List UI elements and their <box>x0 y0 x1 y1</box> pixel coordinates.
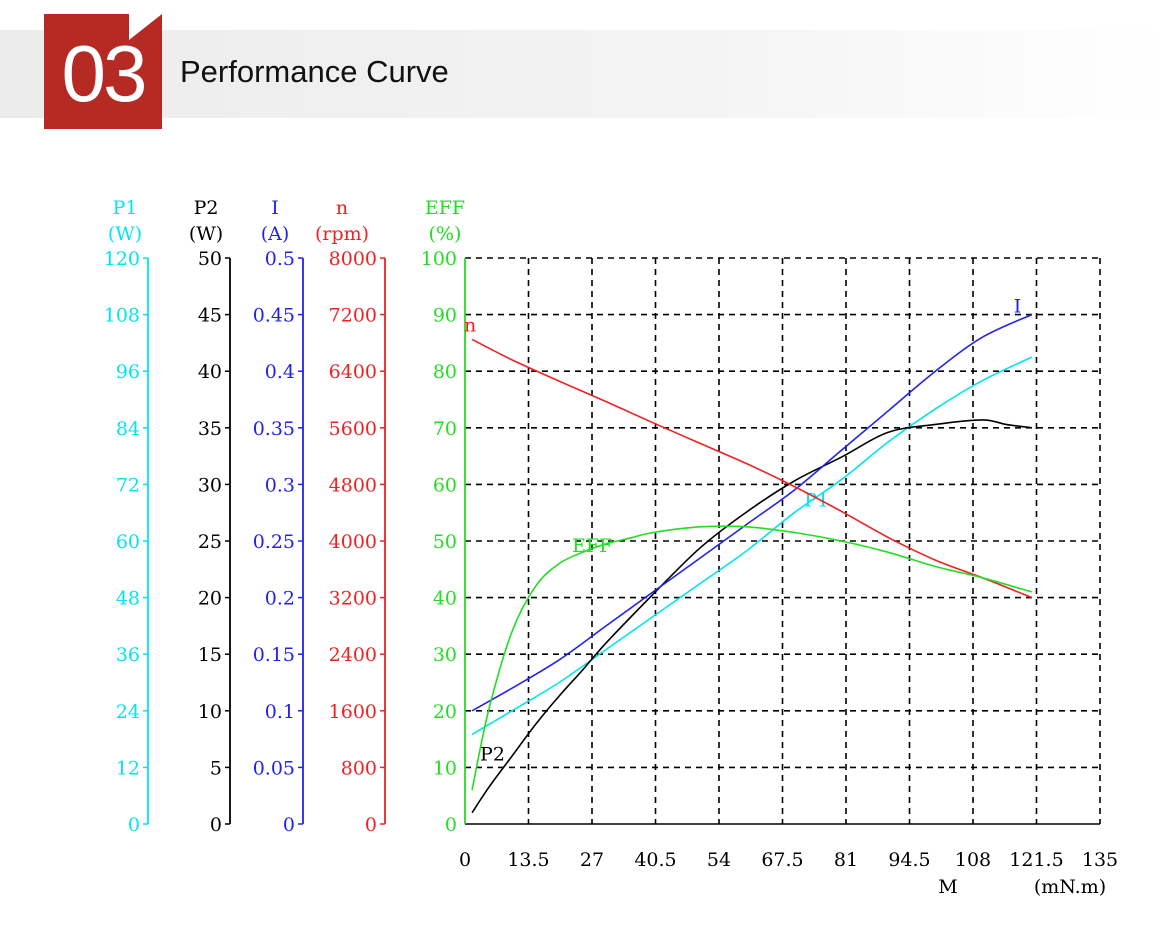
x-axis-label: M <box>938 876 957 898</box>
x-tick-label: 40.5 <box>634 849 676 871</box>
x-tick-label: 135 <box>1082 849 1118 871</box>
y-tick-label-eff: 60 <box>433 474 457 496</box>
y-tick-label-n: 8000 <box>329 248 377 270</box>
x-axis-unit: (mN.m) <box>1034 876 1106 898</box>
section-title: Performance Curve <box>180 54 449 89</box>
y-tick-label-eff: 100 <box>421 248 457 270</box>
y-tick-label-eff: 80 <box>433 361 457 383</box>
x-tick-label: 108 <box>955 849 991 871</box>
header-bar <box>0 30 1170 118</box>
y-tick-label-p2: 20 <box>198 588 222 610</box>
series-line-i <box>471 313 1033 712</box>
y-tick-label-p1: 12 <box>116 757 140 779</box>
y-tick-label-p2: 30 <box>198 474 222 496</box>
y-tick-label-p1: 96 <box>116 361 140 383</box>
y-tick-label-p2: 25 <box>198 531 222 553</box>
y-tick-label-p2: 10 <box>198 701 222 723</box>
y-tick-label-i: 0.05 <box>253 757 295 779</box>
x-tick-label: 13.5 <box>507 849 549 871</box>
y-tick-label-i: 0 <box>283 814 295 836</box>
y-tick-label-p1: 120 <box>104 248 140 270</box>
y-tick-label-n: 7200 <box>329 305 377 327</box>
y-tick-label-n: 0 <box>365 814 377 836</box>
y-tick-label-i: 0.5 <box>265 248 295 270</box>
y-tick-label-eff: 50 <box>433 531 457 553</box>
y-tick-label-p2: 50 <box>198 248 222 270</box>
y-tick-label-i: 0.4 <box>265 361 295 383</box>
y-tick-label-p1: 24 <box>116 701 140 723</box>
y-tick-label-eff: 90 <box>433 305 457 327</box>
series-label-n: n <box>464 314 476 336</box>
y-tick-label-i: 0.2 <box>265 588 295 610</box>
y-tick-label-i: 0.1 <box>265 701 295 723</box>
y-tick-label-eff: 40 <box>433 588 457 610</box>
y-tick-label-n: 3200 <box>329 588 377 610</box>
x-tick-label: 121.5 <box>1009 849 1063 871</box>
y-tick-label-p2: 45 <box>198 305 222 327</box>
y-tick-label-i: 0.3 <box>265 474 295 496</box>
y-tick-label-p1: 84 <box>116 418 140 440</box>
x-tick-label: 27 <box>580 849 604 871</box>
axis-unit-p2: (W) <box>189 223 223 245</box>
x-tick-label: 0 <box>459 849 471 871</box>
y-tick-label-p2: 5 <box>210 757 222 779</box>
y-tick-label-n: 4000 <box>329 531 377 553</box>
y-tick-label-i: 0.15 <box>253 644 295 666</box>
section-number: 03 <box>61 29 148 118</box>
y-tick-label-n: 6400 <box>329 361 377 383</box>
axis-title-p1: P1 <box>113 197 138 219</box>
y-tick-label-eff: 10 <box>433 757 457 779</box>
y-tick-label-n: 4800 <box>329 474 377 496</box>
series-line-p1 <box>471 356 1033 736</box>
x-tick-label: 94.5 <box>888 849 930 871</box>
axis-unit-eff: (%) <box>429 223 462 245</box>
x-tick-label: 81 <box>834 849 858 871</box>
y-tick-label-n: 800 <box>341 757 377 779</box>
series-line-p2 <box>471 419 1032 814</box>
axis-unit-i: (A) <box>261 223 290 245</box>
y-tick-label-p2: 15 <box>198 644 222 666</box>
y-tick-label-eff: 0 <box>445 814 457 836</box>
y-tick-label-p1: 72 <box>116 474 140 496</box>
y-tick-label-i: 0.35 <box>253 418 295 440</box>
axis-title-i: I <box>271 197 279 219</box>
y-tick-label-n: 5600 <box>329 418 377 440</box>
axis-title-n: n <box>336 197 348 219</box>
y-tick-label-eff: 30 <box>433 644 457 666</box>
y-tick-label-p1: 0 <box>128 814 140 836</box>
axis-unit-p1: (W) <box>108 223 142 245</box>
axis-title-eff: EFF <box>425 197 465 219</box>
y-tick-label-p1: 36 <box>116 644 140 666</box>
y-tick-label-eff: 20 <box>433 701 457 723</box>
y-tick-label-p1: 60 <box>116 531 140 553</box>
axis-title-p2: P2 <box>194 197 219 219</box>
x-tick-label: 54 <box>707 849 731 871</box>
y-tick-label-n: 2400 <box>329 644 377 666</box>
y-tick-label-n: 1600 <box>329 701 377 723</box>
badge-notch <box>129 14 162 40</box>
series-line-n <box>471 338 1033 599</box>
y-tick-label-p1: 48 <box>116 588 140 610</box>
y-tick-label-i: 0.25 <box>253 531 295 553</box>
series-label-eff: EFF <box>572 535 612 557</box>
axis-unit-n: (rpm) <box>315 223 369 245</box>
y-tick-label-p2: 40 <box>198 361 222 383</box>
y-tick-label-eff: 70 <box>433 418 457 440</box>
x-tick-label: 67.5 <box>761 849 803 871</box>
series-label-p2: P2 <box>480 744 505 766</box>
y-tick-label-p2: 35 <box>198 418 222 440</box>
series-label-i: I <box>1014 296 1022 318</box>
series-line-eff <box>471 525 1033 791</box>
y-tick-label-p1: 108 <box>104 305 140 327</box>
y-tick-label-i: 0.45 <box>253 305 295 327</box>
y-tick-label-p2: 0 <box>210 814 222 836</box>
